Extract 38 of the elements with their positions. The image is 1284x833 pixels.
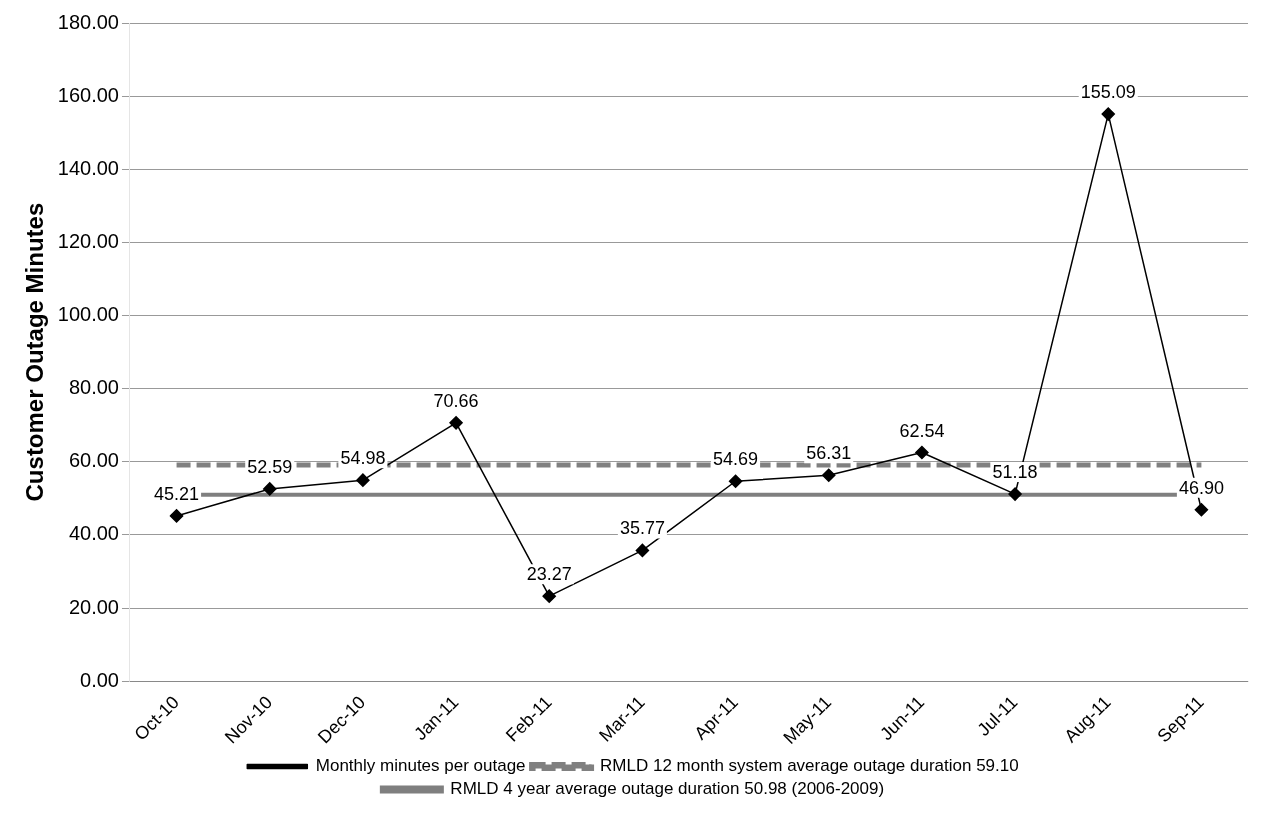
point: [449, 416, 463, 430]
data-label: 155.09: [1080, 82, 1136, 103]
y-tick-label: 60.00: [68, 449, 119, 472]
data-label: 45.21: [154, 483, 200, 504]
legend-label: Monthly minutes per outage: [315, 756, 526, 776]
y-tick-label: 120.00: [57, 229, 119, 252]
point: [728, 474, 743, 488]
y-tick-label: 100.00: [57, 303, 119, 326]
y-tick-label: 140.00: [57, 156, 119, 179]
point: [542, 589, 556, 603]
point: [1008, 487, 1022, 501]
data-label: 62.54: [899, 420, 945, 441]
data-label: 54.98: [340, 448, 386, 469]
y-tick-label: 20.00: [68, 595, 119, 618]
y-tick-label: 180.00: [57, 10, 119, 33]
y-tick-label: 80.00: [68, 376, 119, 399]
point: [169, 509, 184, 523]
y-axis-title: Customer Outage Minutes: [21, 202, 49, 502]
y-tick-label: 40.00: [68, 522, 119, 545]
data-label: 70.66: [433, 390, 479, 411]
point: [356, 473, 370, 487]
data-label: 54.69: [713, 449, 759, 470]
data-label: 23.27: [526, 564, 572, 585]
data-label: 52.59: [247, 456, 293, 477]
point: [635, 543, 650, 558]
y-tick-label: 160.00: [57, 83, 119, 106]
point: [1101, 107, 1115, 121]
legend-label: RMLD 12 month system average outage duration 59.10: [600, 756, 1019, 776]
y-tick-label: 0.00: [80, 668, 119, 691]
data-label: 56.31: [806, 443, 852, 464]
point: [915, 445, 929, 460]
point: [821, 468, 836, 483]
point: [262, 482, 277, 496]
data-label: 35.77: [619, 518, 665, 539]
data-label: 46.90: [1178, 477, 1224, 498]
data-label: 51.18: [992, 462, 1038, 483]
legend-label: RMLD 4 year average outage duration 50.98 (2006-2009): [450, 779, 885, 799]
point: [1194, 502, 1209, 517]
